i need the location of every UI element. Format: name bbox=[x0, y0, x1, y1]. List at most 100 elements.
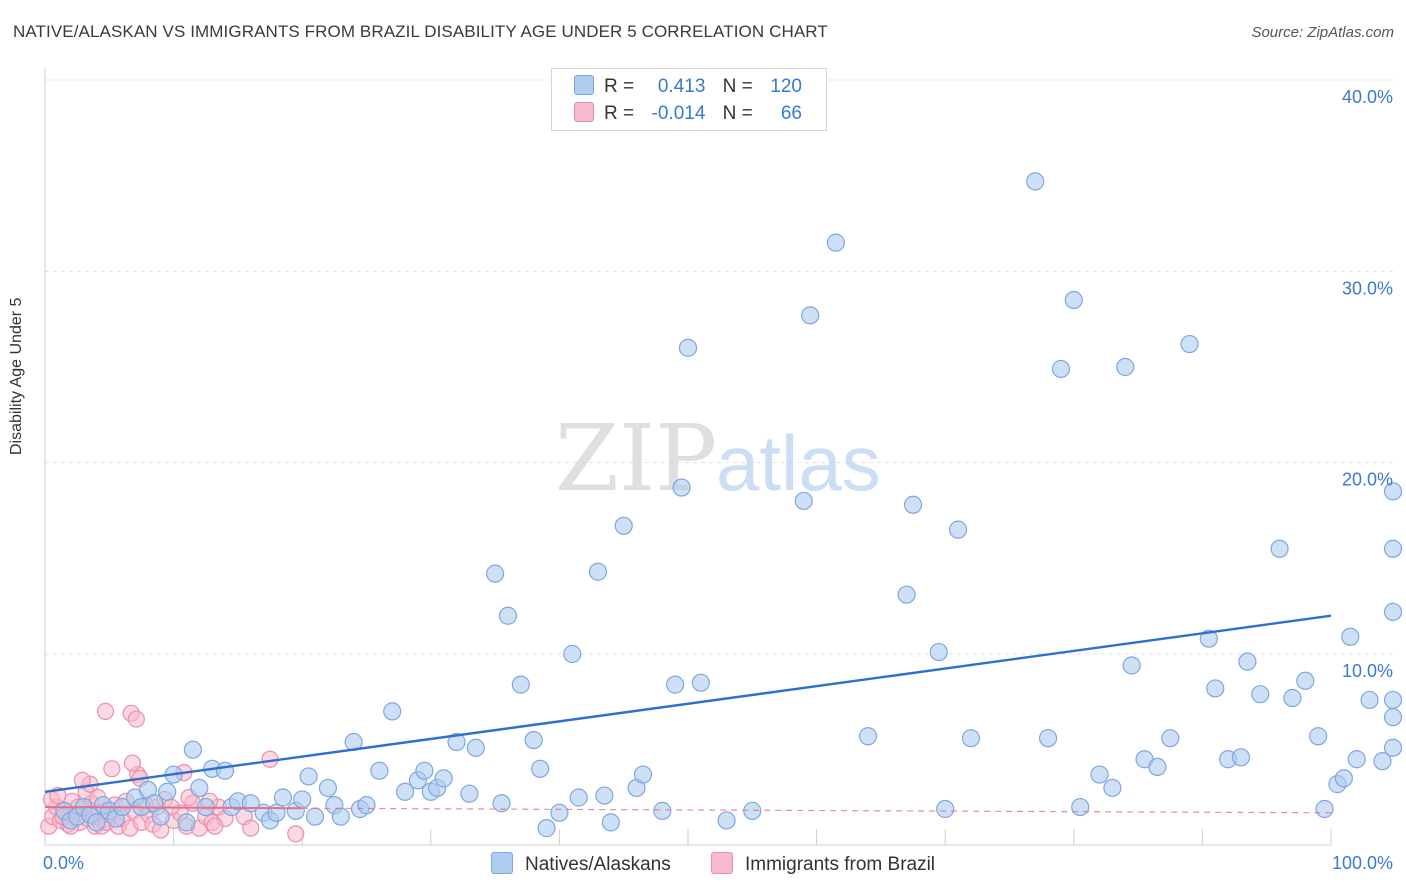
point-natives bbox=[395, 782, 415, 801]
point-natives bbox=[1238, 652, 1257, 671]
point-natives bbox=[1103, 778, 1122, 798]
x-tick-label: 100.0% bbox=[1332, 853, 1393, 873]
point-brazil bbox=[242, 819, 260, 837]
point-natives bbox=[666, 675, 685, 694]
point-natives bbox=[1051, 359, 1071, 379]
tick-labels: 10.0% 20.0% 30.0% 40.0% 0.0% 100.0% bbox=[43, 87, 1393, 873]
legend-row-brazil: R = -0.014 N = 66 bbox=[574, 102, 802, 126]
legend-row-natives: R = 0.413 N = 120 bbox=[574, 75, 802, 99]
legend-r-value: -0.014 bbox=[651, 103, 706, 124]
point-natives bbox=[672, 478, 691, 497]
point-natives bbox=[177, 813, 196, 832]
point-natives bbox=[293, 790, 312, 809]
point-natives bbox=[415, 761, 434, 780]
point-natives bbox=[1383, 482, 1403, 501]
point-natives bbox=[1383, 690, 1403, 710]
point-brazil bbox=[96, 702, 115, 721]
point-natives bbox=[601, 813, 620, 832]
point-natives bbox=[299, 767, 318, 786]
legend-n-label: N = bbox=[722, 103, 753, 124]
legend-swatch-pink bbox=[574, 102, 594, 122]
legend-swatch-pink bbox=[711, 852, 733, 874]
point-natives bbox=[1360, 690, 1379, 710]
trend-line-brazil-dashed bbox=[302, 807, 1332, 814]
point-natives bbox=[1026, 172, 1045, 191]
point-natives bbox=[1315, 799, 1334, 819]
point-natives bbox=[537, 819, 556, 838]
point-natives bbox=[331, 807, 350, 826]
point-natives bbox=[1161, 729, 1180, 748]
point-natives bbox=[492, 794, 511, 813]
legend-swatch-blue bbox=[491, 852, 513, 874]
legend-r-label: R = bbox=[604, 76, 635, 97]
point-brazil bbox=[206, 817, 224, 835]
gridlines bbox=[45, 79, 1395, 655]
point-natives bbox=[1251, 685, 1270, 704]
point-natives bbox=[1206, 679, 1225, 698]
point-natives bbox=[563, 644, 582, 664]
point-brazil bbox=[123, 754, 142, 772]
point-natives bbox=[1231, 748, 1251, 767]
point-natives bbox=[678, 338, 698, 357]
point-natives bbox=[1383, 708, 1403, 727]
chart-title: NATIVE/ALASKAN VS IMMIGRANTS FROM BRAZIL… bbox=[13, 22, 828, 41]
point-natives bbox=[1296, 671, 1315, 690]
legend-n-label: N = bbox=[722, 76, 753, 97]
point-natives bbox=[1283, 688, 1302, 708]
trend-lines bbox=[44, 614, 1332, 814]
watermark-atlas: atlas bbox=[716, 419, 881, 507]
point-natives bbox=[1064, 290, 1083, 310]
y-tick-label: 20.0% bbox=[1342, 470, 1393, 490]
point-natives bbox=[1180, 334, 1199, 354]
legend-item-natives: Natives/Alaskans bbox=[491, 852, 671, 876]
point-natives bbox=[190, 778, 209, 798]
point-natives bbox=[794, 491, 813, 511]
point-natives bbox=[1090, 765, 1109, 784]
point-natives bbox=[595, 786, 614, 805]
legend-swatch-blue bbox=[574, 75, 594, 95]
watermark-zip: ZIP bbox=[555, 405, 717, 512]
point-natives bbox=[1309, 727, 1328, 746]
point-brazil bbox=[103, 760, 121, 778]
point-brazil bbox=[127, 710, 145, 728]
point-natives bbox=[936, 799, 955, 819]
legend-r-label: R = bbox=[604, 103, 635, 124]
point-natives bbox=[1122, 656, 1141, 675]
point-natives bbox=[588, 562, 608, 581]
point-natives bbox=[305, 807, 325, 826]
point-natives bbox=[1116, 357, 1135, 377]
point-natives bbox=[1383, 539, 1403, 558]
point-natives bbox=[1334, 769, 1353, 788]
point-natives bbox=[1148, 757, 1167, 776]
point-natives bbox=[826, 233, 845, 252]
point-natives bbox=[717, 811, 736, 830]
point-natives bbox=[511, 675, 530, 694]
point-natives bbox=[801, 306, 820, 325]
trend-line-natives bbox=[44, 614, 1332, 793]
point-natives bbox=[903, 495, 923, 514]
point-brazil bbox=[287, 825, 305, 843]
trend-line-brazil-solid bbox=[44, 806, 303, 810]
point-natives bbox=[370, 761, 389, 780]
legend-item-brazil: Immigrants from Brazil bbox=[711, 852, 935, 876]
point-natives bbox=[498, 606, 518, 625]
legend-n-value: 120 bbox=[770, 76, 802, 97]
point-natives bbox=[1347, 750, 1366, 769]
legend-label-natives: Natives/Alaskans bbox=[525, 854, 671, 875]
point-natives bbox=[614, 516, 633, 535]
point-natives bbox=[486, 564, 505, 583]
point-brazil bbox=[73, 771, 91, 789]
point-natives bbox=[569, 788, 588, 807]
point-natives bbox=[1341, 627, 1360, 646]
point-natives bbox=[633, 765, 653, 784]
point-natives bbox=[466, 738, 485, 757]
point-natives bbox=[215, 761, 235, 780]
point-natives bbox=[383, 702, 402, 721]
point-natives bbox=[1373, 752, 1392, 771]
point-natives bbox=[948, 520, 968, 539]
point-natives bbox=[1383, 738, 1403, 757]
point-natives bbox=[653, 801, 672, 820]
point-natives bbox=[357, 796, 376, 815]
point-natives bbox=[158, 782, 177, 801]
